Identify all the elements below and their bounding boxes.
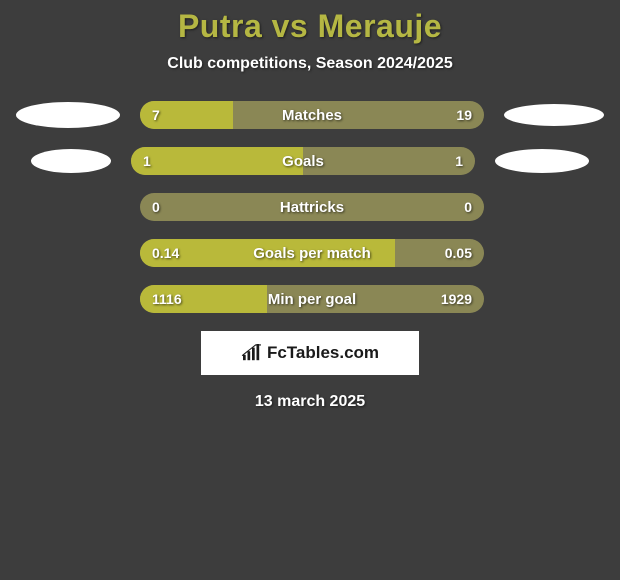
stat-rows: 7Matches19 1Goals1 0Hattricks0 0.14Goals pe…: [0, 101, 620, 313]
stat-bar: 1116Min per goal1929: [140, 285, 484, 313]
stat-right-value: 0.05: [445, 239, 472, 267]
stat-row: 7Matches19: [0, 101, 620, 129]
player-marker-right: [504, 104, 604, 126]
stat-right-value: 0: [464, 193, 472, 221]
stat-row: 0Hattricks0: [0, 193, 620, 221]
stat-bar: 1Goals1: [131, 147, 475, 175]
page-title: Putra vs Merauje: [0, 8, 620, 45]
player-marker-right: [495, 149, 589, 173]
stat-right-value: 1929: [441, 285, 472, 313]
stat-bar: 7Matches19: [140, 101, 484, 129]
stat-row: 0.14Goals per match0.05: [0, 239, 620, 267]
stat-label: Goals: [131, 147, 475, 175]
source-logo[interactable]: FcTables.com: [201, 331, 419, 375]
stat-row: 1Goals1: [0, 147, 620, 175]
snapshot-date: 13 march 2025: [0, 393, 620, 411]
stat-bar: 0.14Goals per match0.05: [140, 239, 484, 267]
stat-right-value: 1: [455, 147, 463, 175]
player-marker-left: [16, 102, 120, 128]
bar-chart-icon: [241, 344, 263, 362]
page-subtitle: Club competitions, Season 2024/2025: [0, 55, 620, 73]
stat-row: 1116Min per goal1929: [0, 285, 620, 313]
comparison-widget: Putra vs Merauje Club competitions, Seas…: [0, 0, 620, 411]
player-marker-left: [31, 149, 111, 173]
stat-right-value: 19: [456, 101, 472, 129]
stat-label: Hattricks: [140, 193, 484, 221]
stat-label: Matches: [140, 101, 484, 129]
logo-text: FcTables.com: [267, 343, 379, 363]
stat-bar: 0Hattricks0: [140, 193, 484, 221]
stat-label: Min per goal: [140, 285, 484, 313]
stat-label: Goals per match: [140, 239, 484, 267]
